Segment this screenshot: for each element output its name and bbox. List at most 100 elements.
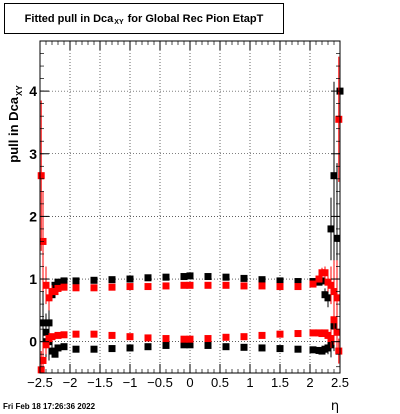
x-tick-label: 1.5 — [271, 375, 289, 390]
data-point — [144, 343, 152, 351]
chart-title-suffix: for Global Rec Pion EtapT — [127, 12, 264, 25]
x-tick-label: 1 — [246, 375, 253, 390]
axes: −2.5 −2 −1.5 −1 −0.5 0 0.5 1 1.5 2 2.5 0 1 2 3 4 — [27, 40, 349, 390]
data-point — [258, 282, 266, 290]
data-point — [204, 341, 212, 349]
data-point — [51, 350, 59, 358]
y-tick-label: 0 — [29, 334, 37, 350]
data-point — [330, 288, 338, 296]
data-point — [240, 333, 248, 341]
data-point — [126, 283, 134, 291]
data-point — [222, 281, 230, 289]
data-point — [39, 319, 47, 327]
data-point — [54, 278, 62, 286]
data-point — [258, 344, 266, 352]
y-axis-label-subscript: XY — [15, 85, 24, 96]
data-point — [222, 333, 230, 341]
data-point — [335, 347, 343, 355]
data-point — [180, 341, 188, 349]
data-point — [42, 281, 50, 289]
data-point — [162, 282, 170, 290]
x-tick-label: −1.5 — [87, 375, 113, 390]
x-tick-label: 2.5 — [331, 375, 349, 390]
data-point — [60, 277, 68, 285]
data-point — [258, 331, 266, 339]
data-point — [327, 281, 335, 289]
data-point — [144, 283, 152, 291]
data-point — [330, 172, 338, 180]
x-tick-label: −2 — [63, 375, 78, 390]
data-point — [327, 335, 335, 343]
data-point — [315, 275, 323, 283]
data-point — [294, 345, 302, 353]
y-tick-label: 2 — [29, 208, 37, 224]
chart-title: Fitted pull in Dca XY for Global Rec Pion … — [4, 3, 284, 34]
data-point — [276, 330, 284, 338]
grid — [40, 41, 340, 373]
data-point — [126, 333, 134, 341]
data-point — [204, 335, 212, 343]
data-point — [186, 335, 194, 343]
data-point — [162, 335, 170, 343]
timestamp: Fri Feb 18 17:26:36 2022 — [3, 402, 96, 411]
data-point — [309, 346, 317, 354]
y-tick-label: 4 — [29, 83, 37, 99]
data-points — [37, 56, 344, 374]
chart-title-main: Fitted pull in Dca — [24, 12, 114, 25]
data-point — [60, 343, 68, 351]
data-point — [204, 281, 212, 289]
data-point — [54, 344, 62, 352]
x-tick-label: −2.5 — [27, 375, 53, 390]
data-point — [45, 294, 53, 302]
data-point — [42, 328, 50, 336]
data-point — [54, 284, 62, 292]
data-point — [180, 273, 188, 281]
data-point — [72, 345, 80, 353]
data-point — [90, 330, 98, 338]
data-point — [37, 172, 45, 180]
data-point — [90, 284, 98, 292]
data-point — [276, 277, 284, 285]
chart-title-subscript: XY — [114, 19, 124, 26]
x-tick-label: −0.5 — [147, 375, 173, 390]
data-point — [48, 333, 56, 341]
data-point — [186, 341, 194, 349]
data-point — [126, 344, 134, 352]
data-point — [108, 283, 116, 291]
data-point — [333, 328, 341, 336]
x-tick-label: 0.5 — [211, 375, 229, 390]
data-point — [39, 356, 47, 364]
data-point — [90, 345, 98, 353]
data-point — [294, 278, 302, 286]
data-point — [333, 294, 341, 302]
data-point — [309, 329, 317, 337]
data-point — [240, 282, 248, 290]
data-point — [321, 269, 329, 277]
data-point — [309, 280, 317, 288]
data-point — [330, 316, 338, 324]
data-point — [204, 273, 212, 281]
data-point — [162, 273, 170, 281]
y-tick-label: 3 — [29, 146, 37, 162]
data-point — [72, 277, 80, 285]
data-point — [180, 335, 188, 343]
data-point — [186, 281, 194, 289]
data-point — [108, 331, 116, 339]
data-point — [240, 274, 248, 282]
data-point — [72, 330, 80, 338]
data-point — [108, 276, 116, 284]
data-point — [37, 366, 45, 374]
y-axis-label: pull in DcaXY — [6, 85, 24, 163]
data-point — [42, 341, 50, 349]
data-point — [324, 294, 332, 302]
data-point — [60, 331, 68, 339]
data-point — [276, 345, 284, 353]
data-point — [90, 276, 98, 284]
data-point — [186, 272, 194, 280]
data-point — [144, 334, 152, 342]
data-point — [240, 343, 248, 351]
data-point — [222, 273, 230, 281]
data-point — [335, 115, 343, 123]
